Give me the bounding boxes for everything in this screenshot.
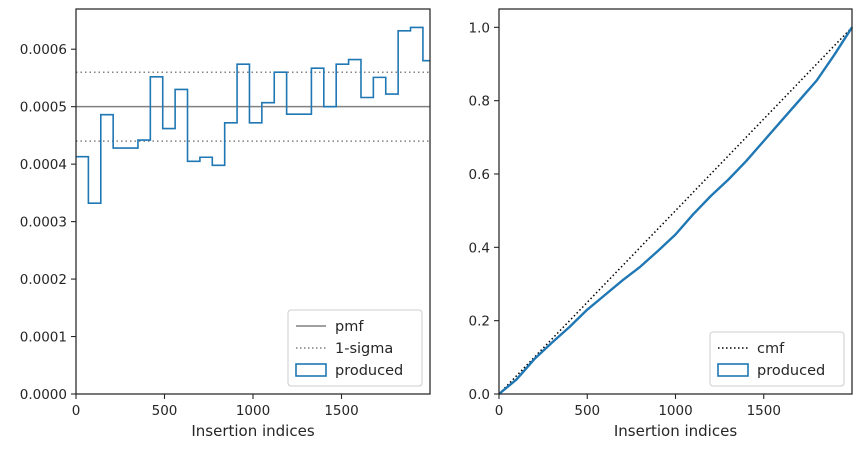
right-frame: [498, 8, 853, 395]
left-legend-swatch: [295, 363, 327, 377]
cmf-line: [498, 26, 853, 395]
right-legend: [709, 331, 845, 387]
right-x-tick-label: 500: [574, 403, 600, 419]
left-y-tick-label: 0.0005: [20, 100, 67, 116]
left-x-tick-label: 500: [152, 403, 178, 419]
produced-cumulative-line: [498, 26, 854, 395]
left-y-tick-label: 0.0002: [20, 272, 67, 288]
right-y-tick-label: 0.0: [469, 387, 490, 403]
right-x-tick-label: 0: [495, 403, 504, 419]
left-y-tick-label: 0.0006: [20, 42, 67, 58]
left-y-tick-label: 0.0000: [20, 387, 67, 403]
right-legend-swatch: [717, 363, 749, 377]
right-y-tick-label: 1.0: [469, 20, 490, 36]
left-legend-label: pmf: [335, 319, 364, 335]
right-y-tick-label: 0.6: [469, 167, 490, 183]
right-chart: 0 500 1000 1500 0.0 0.2 0.4 0.6 0.8 1.0 Insertion …: [469, 8, 854, 440]
right-y-tick-label: 0.2: [469, 314, 490, 330]
left-legend-label: produced: [335, 363, 403, 379]
left-legend-label: 1-sigma: [335, 341, 393, 357]
left-y-tick-label: 0.0001: [20, 330, 67, 346]
left-legend: [287, 309, 423, 387]
right-x-axis-label: Insertion indices: [614, 422, 737, 440]
right-x-tick-label: 1500: [747, 403, 781, 419]
right-y-tick-label: 0.4: [469, 240, 490, 256]
produced-histogram: [76, 26, 430, 205]
right-x-tick-label: 1000: [658, 403, 692, 419]
left-y-tick-label: 0.0003: [20, 215, 67, 231]
left-x-tick-label: 0: [72, 403, 81, 419]
left-y-tick-label: 0.0004: [20, 157, 67, 173]
right-legend-label: cmf: [757, 341, 785, 357]
left-x-axis-label: Insertion indices: [191, 422, 314, 440]
left-frame: [75, 8, 431, 395]
left-chart: 0 500 1000 1500 0.0000 0.0001 0.0002 0.0003 0.00…: [20, 8, 431, 440]
right-y-tick-label: 0.8: [469, 94, 490, 110]
right-legend-label: produced: [757, 363, 825, 379]
left-x-tick-label: 1500: [324, 403, 358, 419]
left-x-tick-label: 1000: [236, 403, 270, 419]
